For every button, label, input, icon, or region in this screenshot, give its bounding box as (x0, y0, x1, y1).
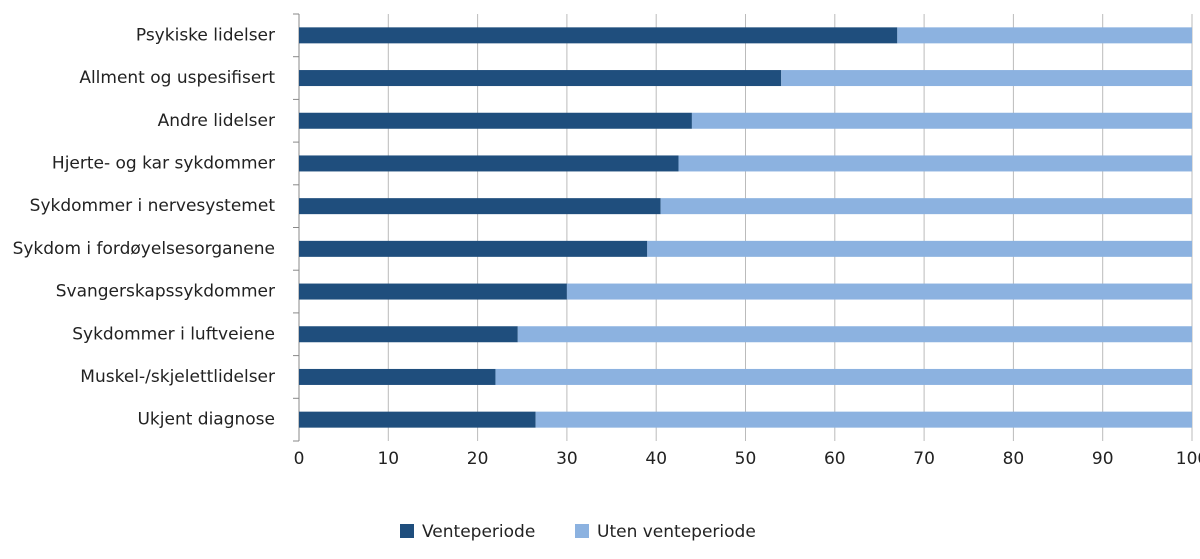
bar-segment (299, 368, 496, 385)
bar-segment (535, 411, 1192, 428)
legend-label: Venteperiode (422, 522, 535, 542)
bar-segment (897, 27, 1192, 44)
x-tick-label: 50 (735, 449, 757, 469)
y-tick-label: Hjerte- og kar sykdommer (52, 153, 275, 173)
bar-segment (299, 70, 782, 87)
bar-segment (647, 240, 1192, 257)
bar-segment (299, 240, 648, 257)
bar-segment (566, 283, 1192, 300)
bar-segment (299, 112, 692, 129)
bar-segment (299, 27, 898, 44)
bar-segment (299, 155, 679, 172)
x-tick-label: 60 (824, 449, 846, 469)
bar-segment (299, 326, 518, 343)
bar-segment (691, 112, 1192, 129)
y-tick-label: Sykdom i fordøyelsesorganene (13, 239, 275, 259)
x-tick-label: 30 (556, 449, 578, 469)
y-tick-label: Psykiske lidelser (136, 25, 275, 45)
x-tick-label: 40 (645, 449, 667, 469)
y-tick-label: Allment og uspesifisert (79, 68, 275, 88)
y-tick-label: Svangerskapssykdommer (56, 282, 275, 302)
bar-segment (299, 283, 567, 300)
x-tick-label: 90 (1092, 449, 1114, 469)
legend-swatch (575, 524, 589, 538)
x-tick-label: 20 (467, 449, 489, 469)
bar-segment (495, 368, 1193, 385)
legend-swatch (400, 524, 414, 538)
y-tick-label: Sykdommer i nervesystemet (30, 196, 276, 216)
bar-segment (678, 155, 1192, 172)
y-tick-label: Muskel-/skjelettlidelser (80, 367, 275, 387)
bar-segment (660, 198, 1192, 215)
x-tick-label: 10 (377, 449, 399, 469)
y-tick-label: Sykdommer i luftveiene (72, 324, 275, 344)
bar-segment (299, 198, 661, 215)
x-tick-label: 80 (1003, 449, 1025, 469)
y-tick-label: Ukjent diagnose (137, 410, 275, 430)
legend-label: Uten venteperiode (597, 522, 756, 542)
x-tick-label: 100 (1176, 449, 1200, 469)
bar-segment (517, 326, 1192, 343)
bar-segment (299, 411, 536, 428)
x-tick-label: 0 (294, 449, 305, 469)
y-tick-label: Andre lidelser (158, 111, 275, 131)
bar-segment (781, 70, 1192, 87)
x-tick-label: 70 (913, 449, 935, 469)
